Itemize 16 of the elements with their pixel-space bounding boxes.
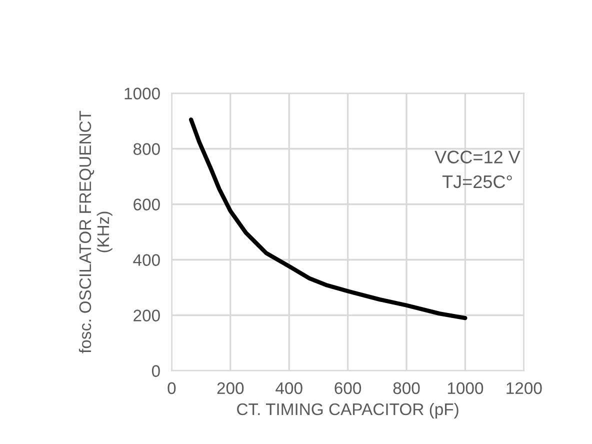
y-tick-label: 600 [134,198,160,210]
x-tick-label: 800 [393,382,420,394]
x-tick-label: 0 [168,382,176,394]
x-tick-label: 200 [217,382,244,394]
y-tick-label: 0 [152,365,160,377]
x-tick-label: 1000 [448,382,484,394]
y-tick-label: 200 [134,310,160,322]
x-tick-label: 1200 [506,382,542,394]
y-tick-label: 800 [133,143,160,155]
annotation: VCC=12 V TJ=25C° [434,150,520,188]
y-tick-label: 1000 [124,88,160,100]
x-axis-title: CT. TIMING CAPACITOR (pF) [237,402,458,418]
y-tick-label: 400 [133,254,160,266]
y-axis-title: fosc. OSCILATOR FREQUENCT (KHz) [78,110,112,354]
x-tick-label: 400 [276,382,302,394]
x-tick-label: 600 [334,382,362,394]
